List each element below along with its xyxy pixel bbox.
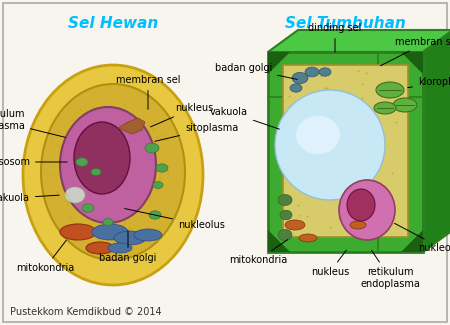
Ellipse shape — [292, 72, 308, 84]
Ellipse shape — [91, 168, 101, 176]
Ellipse shape — [278, 194, 292, 206]
Ellipse shape — [60, 107, 156, 223]
Ellipse shape — [347, 189, 375, 221]
Text: nukleolus: nukleolus — [395, 223, 450, 253]
Ellipse shape — [92, 224, 128, 240]
Ellipse shape — [350, 221, 366, 229]
Ellipse shape — [149, 211, 161, 219]
Ellipse shape — [280, 210, 292, 220]
Polygon shape — [118, 118, 145, 134]
Ellipse shape — [145, 143, 159, 153]
Ellipse shape — [339, 180, 395, 240]
Polygon shape — [268, 30, 450, 52]
Ellipse shape — [134, 229, 162, 241]
Ellipse shape — [376, 82, 404, 98]
Text: Sel Tumbuhan: Sel Tumbuhan — [284, 16, 405, 31]
Ellipse shape — [393, 98, 417, 112]
Ellipse shape — [278, 229, 292, 240]
Text: badan golgi: badan golgi — [99, 231, 157, 263]
Text: nukleus: nukleus — [311, 250, 349, 277]
FancyBboxPatch shape — [268, 52, 423, 252]
Ellipse shape — [86, 242, 114, 254]
Text: badan golgi: badan golgi — [215, 63, 297, 79]
Ellipse shape — [23, 65, 203, 285]
Text: nukleus: nukleus — [151, 103, 213, 127]
Text: Pustekkom Kemdikbud © 2014: Pustekkom Kemdikbud © 2014 — [10, 307, 162, 317]
Polygon shape — [268, 52, 290, 74]
Ellipse shape — [156, 164, 168, 172]
Ellipse shape — [114, 231, 146, 245]
Ellipse shape — [296, 116, 340, 154]
Polygon shape — [268, 230, 290, 252]
Text: lisosom: lisosom — [0, 157, 67, 167]
Text: nukleolus: nukleolus — [125, 209, 225, 230]
Text: mitokondria: mitokondria — [16, 240, 74, 273]
Ellipse shape — [153, 181, 163, 188]
Ellipse shape — [374, 102, 396, 114]
Text: membran sel: membran sel — [116, 75, 180, 109]
Ellipse shape — [319, 68, 331, 76]
Polygon shape — [401, 52, 423, 74]
Text: dinding sel: dinding sel — [308, 23, 362, 52]
Text: retikulum
endoplasma: retikulum endoplasma — [360, 250, 420, 289]
Ellipse shape — [299, 234, 317, 242]
Text: kloroplasma: kloroplasma — [408, 77, 450, 88]
Ellipse shape — [290, 84, 302, 92]
Text: Sel Hewan: Sel Hewan — [68, 16, 158, 31]
FancyBboxPatch shape — [283, 65, 408, 237]
Text: vakuola: vakuola — [210, 107, 279, 129]
Ellipse shape — [103, 218, 113, 226]
Text: mitokondria: mitokondria — [229, 240, 288, 265]
Ellipse shape — [74, 122, 130, 194]
Ellipse shape — [41, 84, 185, 260]
Polygon shape — [401, 230, 423, 252]
Text: retikulum
endoplasma: retikulum endoplasma — [0, 109, 65, 137]
Ellipse shape — [108, 243, 132, 253]
Text: membran sel: membran sel — [381, 37, 450, 66]
Text: sitoplasma: sitoplasma — [155, 123, 238, 141]
FancyBboxPatch shape — [3, 3, 447, 322]
Ellipse shape — [76, 158, 88, 166]
Ellipse shape — [82, 204, 94, 212]
Ellipse shape — [275, 90, 385, 200]
Ellipse shape — [65, 187, 85, 203]
Ellipse shape — [305, 67, 319, 77]
Ellipse shape — [60, 224, 96, 240]
Ellipse shape — [285, 220, 305, 230]
Text: vakuola: vakuola — [0, 193, 59, 203]
Polygon shape — [423, 30, 450, 252]
